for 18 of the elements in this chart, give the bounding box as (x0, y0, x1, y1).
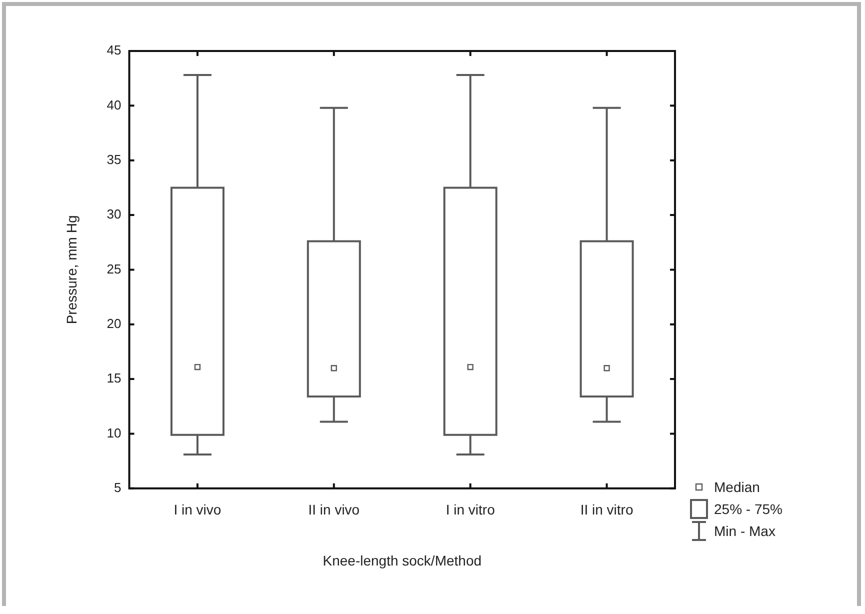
y-tick-label: 5 (114, 480, 122, 495)
y-tick-label: 15 (106, 370, 122, 386)
y-axis-title: Pressure, mm Hg (63, 215, 80, 324)
text: Median (714, 479, 760, 495)
y-tick-label: 25 (106, 261, 122, 276)
x-tick-label: II in vivo (308, 502, 360, 518)
text: Min - Max (714, 523, 776, 539)
y-tick-label: 20 (106, 316, 122, 331)
x-tick-label: II in vitro (580, 502, 634, 518)
y-tick-label: 10 (106, 425, 122, 440)
x-tick-label: I in vitro (446, 502, 496, 518)
y-tick-label: 35 (106, 152, 122, 167)
x-tick-label: I in vivo (174, 502, 222, 518)
y-tick-label: 40 (106, 97, 122, 112)
y-tick-label: 45 (106, 42, 122, 58)
y-tick-label: 30 (106, 206, 122, 222)
text: 25% - 75% (714, 501, 782, 517)
x-axis-title: Knee-length sock/Method (322, 552, 482, 568)
